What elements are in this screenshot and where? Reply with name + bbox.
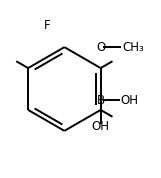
Text: OH: OH xyxy=(121,94,139,107)
Text: F: F xyxy=(44,19,51,32)
Text: O: O xyxy=(96,41,105,54)
Text: B: B xyxy=(97,94,105,107)
Text: CH₃: CH₃ xyxy=(122,41,144,54)
Text: OH: OH xyxy=(92,120,110,133)
